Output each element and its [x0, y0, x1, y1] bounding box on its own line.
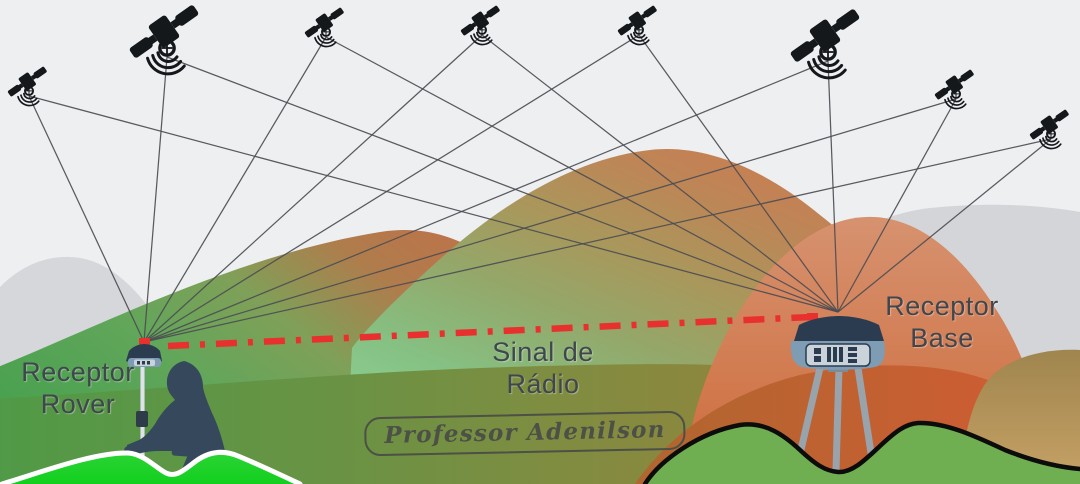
satellite-signal-line	[325, 36, 839, 313]
foreground-hill-right	[645, 422, 1080, 484]
rover-label-line2: Rover	[40, 389, 116, 420]
satellite-signal-line	[143, 56, 168, 343]
rover-label-line1: Receptor	[21, 357, 135, 387]
radio-signal-line	[167, 313, 813, 350]
satellite-signal-lines	[28, 34, 1052, 343]
rover-label: Receptor Rover	[21, 356, 135, 421]
rover-receiver	[126, 338, 162, 469]
satellite-signal-line	[481, 34, 839, 313]
satellite-signal-line	[143, 98, 957, 343]
satellite-signal-line	[837, 138, 1052, 313]
satellite-signal-line	[638, 34, 839, 313]
base-receiver-display	[805, 343, 871, 367]
base-display-icons	[814, 347, 857, 363]
satellite-signal-line	[143, 34, 483, 343]
satellite-signal-line	[837, 98, 957, 313]
radio-label-line2: Rádio	[506, 369, 580, 400]
base-label-line1: Receptor	[885, 291, 999, 321]
handheld-controller	[124, 437, 194, 457]
satellite-signal-line	[28, 95, 839, 313]
watermark-badge: Professor Adenilson	[364, 410, 686, 457]
person-silhouette	[127, 361, 227, 484]
pole-grip	[136, 411, 148, 427]
satellite-signal-line	[28, 95, 145, 343]
base-receiver-dome	[794, 316, 884, 341]
radio-label-line1: Sinal de	[492, 337, 594, 367]
satellite-signal-line	[827, 60, 839, 313]
radio-line-end-mark	[807, 313, 818, 320]
base-label: Receptor Base	[885, 290, 999, 355]
satellite-signal-line	[143, 36, 327, 343]
foreground-hill-left-outline	[0, 449, 303, 484]
foreground-hill-left	[2, 452, 300, 484]
satellite-signal-line	[143, 60, 829, 343]
foreground-hill-right-outline	[642, 420, 1080, 484]
satellite-signal-line	[166, 56, 839, 313]
rover-display-icons	[137, 361, 150, 365]
satellite-signal-line	[143, 34, 640, 343]
rover-antenna-mark	[139, 338, 150, 347]
surveyor-person	[124, 361, 227, 484]
base-label-line2: Base	[910, 323, 974, 354]
satellite-signal-line	[143, 138, 1052, 343]
radio-signal-label: Sinal de Rádio	[492, 336, 594, 401]
